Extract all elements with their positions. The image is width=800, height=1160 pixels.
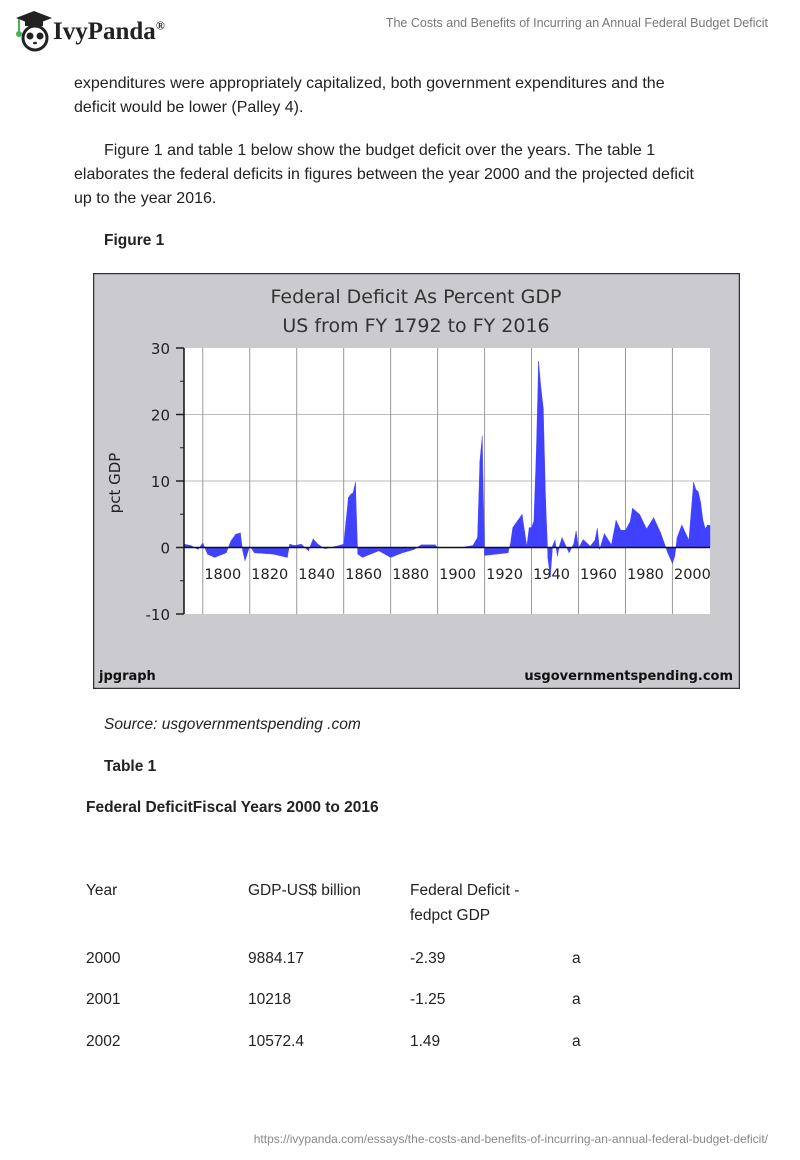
text-line: elaborates the federal deficits in figur… bbox=[74, 166, 694, 183]
x-tick-label: 1880 bbox=[392, 567, 429, 583]
table-cell: 1.49 bbox=[410, 1033, 441, 1050]
y-tick-label: 10 bbox=[151, 473, 170, 491]
table-cell: 2001 bbox=[86, 991, 121, 1008]
header-gdp: GDP-US$ billion bbox=[248, 882, 361, 899]
page-url[interactable]: https://ivypanda.com/essays/the-costs-an… bbox=[253, 1132, 768, 1146]
header-deficit-line2: fedpct GDP bbox=[410, 907, 491, 924]
y-tick-label: 30 bbox=[151, 340, 170, 358]
data-area-segment bbox=[632, 507, 640, 548]
x-tick-label: 1820 bbox=[251, 567, 288, 583]
data-area-segment bbox=[352, 482, 356, 548]
table-cell: a bbox=[572, 950, 581, 967]
x-tick-label: 1980 bbox=[627, 567, 664, 583]
data-area-segment bbox=[695, 489, 699, 548]
brand-name[interactable]: IvyPanda® bbox=[53, 18, 165, 46]
table-cell: 10218 bbox=[248, 991, 292, 1008]
data-area-segment bbox=[496, 547, 509, 555]
text-line: deficit would be lower (Palley 4). bbox=[74, 99, 304, 116]
x-tick-label: 1840 bbox=[298, 567, 335, 583]
panda-graduation-cap-icon bbox=[16, 11, 52, 52]
table-cell: 2000 bbox=[86, 950, 121, 967]
header-deficit: Federal Deficit - fedpct GDP bbox=[410, 878, 519, 928]
y-tick-label: -10 bbox=[146, 606, 171, 624]
document-title: The Costs and Benefits of Incurring an A… bbox=[385, 16, 768, 30]
table-cell: -1.25 bbox=[410, 991, 446, 1008]
text-line: Figure 1 and table 1 below show the budg… bbox=[104, 142, 656, 159]
table-cell: a bbox=[572, 1033, 581, 1050]
data-area-segment bbox=[235, 532, 241, 548]
data-area-segment bbox=[528, 527, 532, 548]
table-cell: 9884.17 bbox=[248, 950, 305, 967]
data-area-segment bbox=[540, 387, 544, 548]
figure-source: Source: usgovernmentspending .com bbox=[104, 716, 361, 733]
table-label: Table 1 bbox=[104, 758, 157, 775]
data-area-segment bbox=[693, 482, 697, 548]
table-cell: 10572.4 bbox=[248, 1033, 305, 1050]
chart-subtitle: US from FY 1792 to FY 2016 bbox=[282, 315, 549, 337]
x-tick-label: 1940 bbox=[533, 567, 570, 583]
header-deficit-line1: Federal Deficit - bbox=[410, 882, 520, 899]
text-line: expenditures were appropriately capitali… bbox=[74, 75, 665, 92]
x-tick-label: 1960 bbox=[580, 567, 617, 583]
y-tick-label: 20 bbox=[151, 407, 170, 425]
data-area-segment bbox=[348, 493, 351, 548]
x-tick-label: 2000 bbox=[674, 567, 711, 583]
data-area-segment bbox=[705, 524, 708, 548]
header-year: Year bbox=[86, 882, 118, 899]
figure-label: Figure 1 bbox=[104, 232, 165, 249]
table-cell: -2.39 bbox=[410, 950, 446, 967]
chart-footer-right: usgovernmentspending.com bbox=[524, 669, 733, 684]
chart-title: Federal Deficit As Percent GDP bbox=[271, 286, 562, 308]
data-area-segment bbox=[350, 492, 354, 548]
text-line: up to the year 2016. bbox=[74, 190, 217, 207]
data-area-segment bbox=[698, 491, 701, 548]
x-tick-label: 1900 bbox=[439, 567, 476, 583]
paragraph-2: Figure 1 and table 1 below show the budg… bbox=[74, 139, 734, 211]
brand-label: IvyPanda bbox=[53, 18, 156, 45]
paragraph-1: expenditures were appropriately capitali… bbox=[74, 72, 734, 120]
registered-mark: ® bbox=[155, 18, 165, 33]
y-tick-label: 0 bbox=[160, 540, 170, 558]
table-cell: 2002 bbox=[86, 1033, 121, 1050]
x-tick-label: 1800 bbox=[204, 567, 241, 583]
table-title: Federal DeficitFiscal Years 2000 to 2016 bbox=[86, 799, 379, 816]
y-axis-label: pct GDP bbox=[106, 453, 124, 514]
data-area-segment bbox=[620, 530, 626, 548]
x-tick-label: 1860 bbox=[345, 567, 382, 583]
logo[interactable] bbox=[14, 8, 54, 52]
data-area-segment bbox=[707, 524, 711, 548]
x-tick-label: 1920 bbox=[486, 567, 523, 583]
data-area-segment bbox=[254, 547, 274, 555]
data-area-segment bbox=[484, 547, 497, 556]
data-area-segment bbox=[538, 361, 542, 548]
chart-footer-left: jpgraph bbox=[98, 669, 156, 684]
data-area-segment bbox=[362, 547, 368, 558]
table-cell: a bbox=[572, 991, 581, 1008]
deficit-chart: Federal Deficit As Percent GDP US from FY… bbox=[93, 273, 740, 689]
